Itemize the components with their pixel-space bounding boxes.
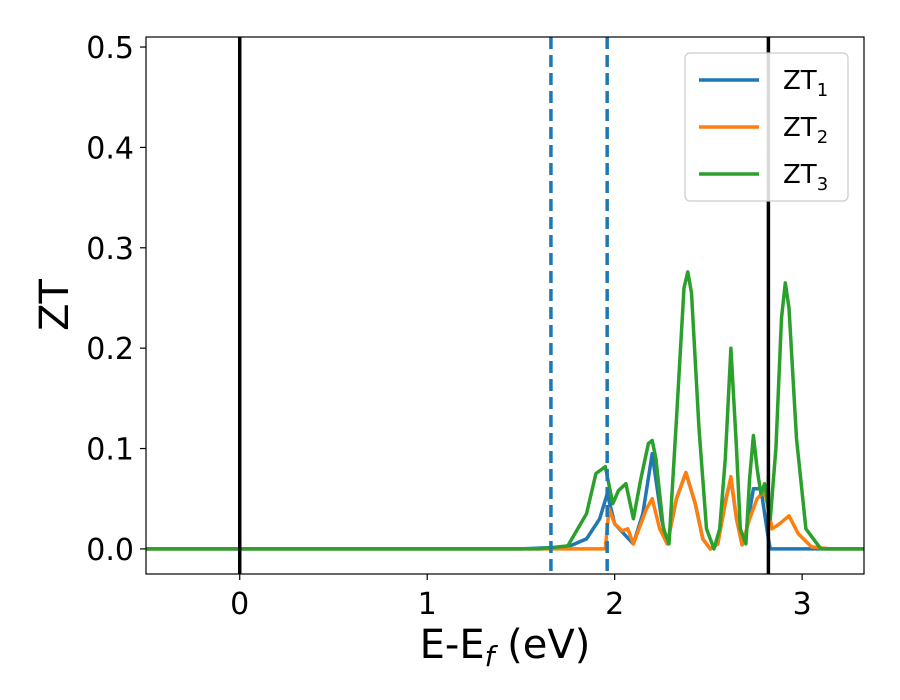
y-axis: 0.0 0.1 0.2 0.3 0.4 0.5 [86, 31, 146, 568]
y-tick-label: 0.2 [86, 332, 134, 367]
y-tick-label: 0.3 [86, 232, 134, 267]
x-tick-label: 3 [793, 587, 812, 622]
y-tick-label: 0.5 [86, 31, 134, 66]
series-line-zt3 [146, 270, 864, 551]
x-axis-title: E-Ef (eV) [420, 622, 591, 673]
y-tick-label: 0.0 [86, 533, 134, 568]
y-axis-title: ZT [32, 279, 78, 331]
series-line-zt2 [146, 470, 864, 551]
x-tick-label: 0 [230, 587, 249, 622]
x-tick-label: 2 [605, 587, 624, 622]
y-tick-label: 0.1 [86, 433, 134, 468]
legend-label-zt2: ZT2 [783, 113, 828, 148]
legend-label-zt1: ZT1 [783, 66, 828, 101]
legend-box [684, 52, 849, 202]
legend: ZT1 ZT2 ZT3 [684, 52, 849, 202]
x-tick-label: 1 [418, 587, 437, 622]
x-axis: 0 1 2 3 [230, 574, 812, 622]
legend-label-zt3: ZT3 [783, 160, 828, 195]
y-tick-label: 0.4 [86, 131, 134, 166]
plot-frame [145, 36, 865, 575]
